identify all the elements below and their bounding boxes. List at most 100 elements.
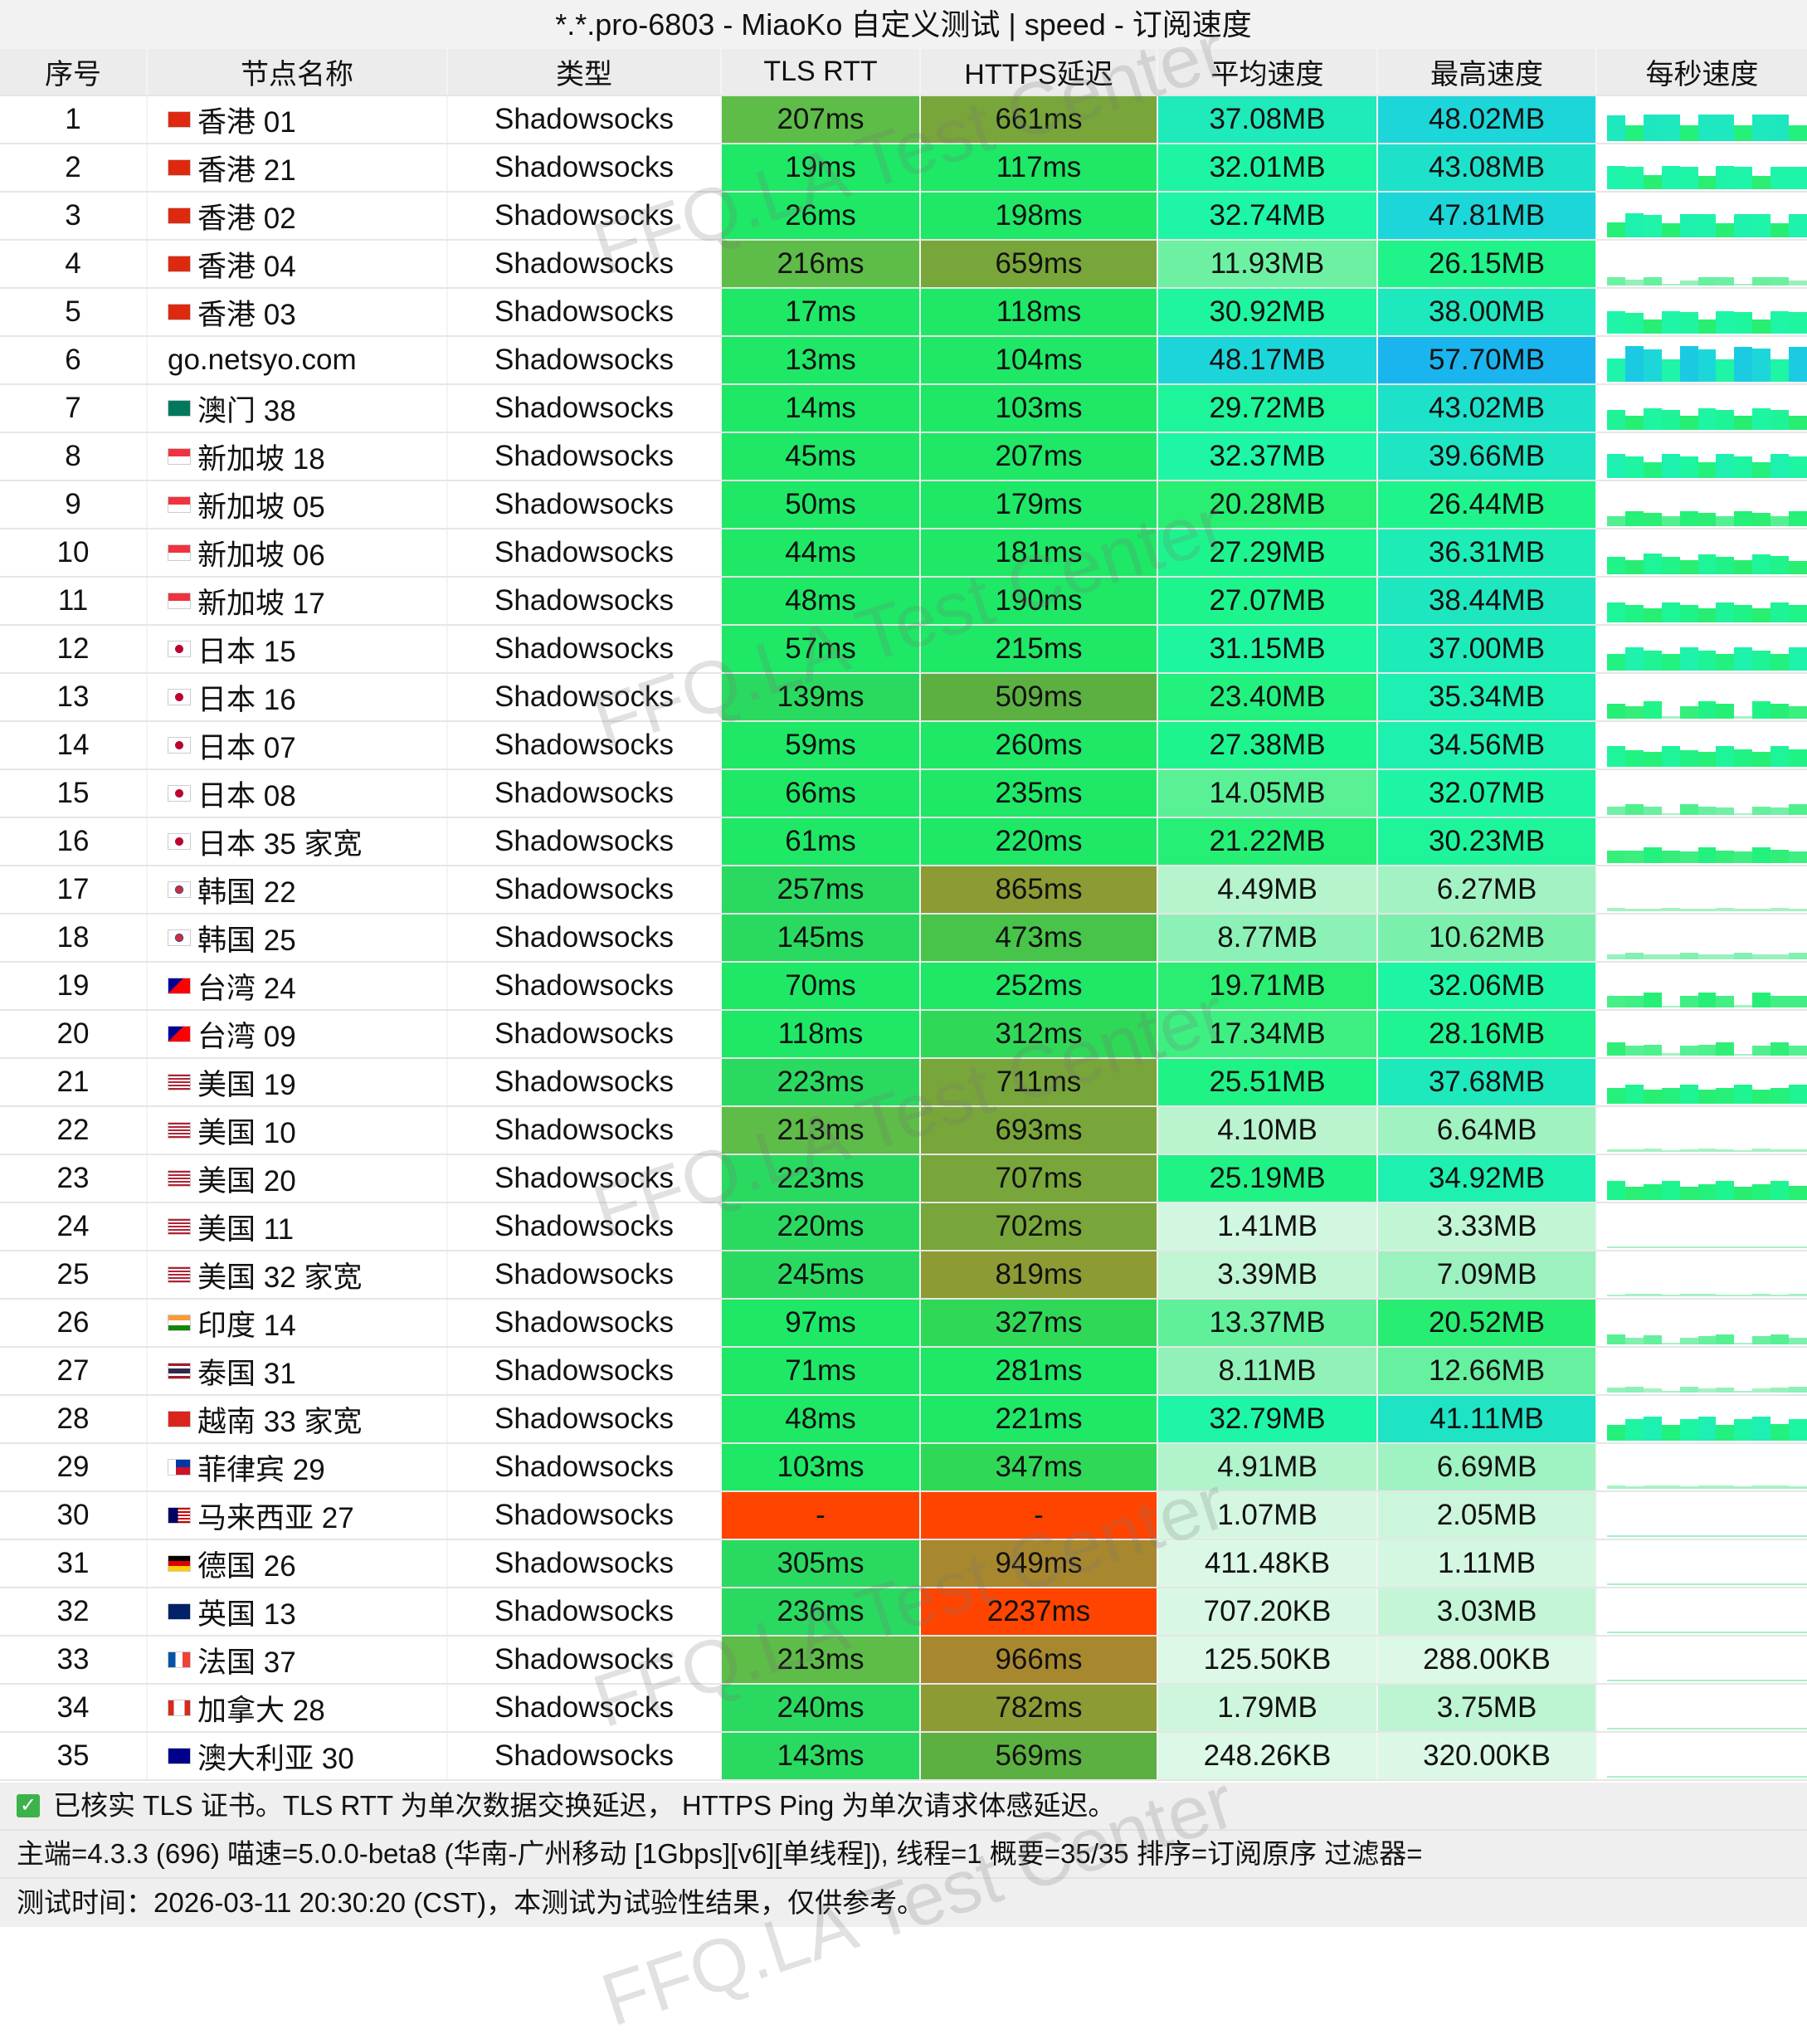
node-name-label: go.netsyo.com	[168, 344, 357, 376]
speed-bar	[1789, 1728, 1807, 1729]
table-row[interactable]: 18 韩国 25 Shadowsocks 145ms 473ms 8.77MB …	[0, 915, 1807, 963]
speed-bar	[1624, 1337, 1644, 1344]
tls-rtt: 26ms	[722, 193, 921, 239]
table-row[interactable]: 1 香港 01 Shadowsocks 207ms 661ms 37.08MB …	[0, 96, 1807, 144]
speed-bar	[1734, 1186, 1753, 1200]
table-row[interactable]: 8 新加坡 18 Shadowsocks 45ms 207ms 32.37MB …	[0, 433, 1807, 481]
per-second-speed-sparkline	[1597, 1540, 1807, 1587]
speed-bar	[1643, 214, 1662, 237]
speed-bar	[1770, 954, 1790, 959]
node-name-label: 韩国 22	[197, 876, 296, 909]
table-row[interactable]: 34 加拿大 28 Shadowsocks 240ms 782ms 1.79MB…	[0, 1685, 1807, 1733]
table-row[interactable]: 6 go.netsyo.com Shadowsocks 13ms 104ms 4…	[0, 337, 1807, 385]
col-header-max-speed[interactable]: 最高速度	[1378, 49, 1597, 95]
avg-speed: 30.92MB	[1158, 289, 1378, 335]
table-row[interactable]: 30 马来西亚 27 Shadowsocks - - 1.07MB 2.05MB	[0, 1492, 1807, 1540]
speed-bar	[1734, 604, 1753, 622]
per-second-speed-sparkline	[1597, 866, 1807, 913]
table-row[interactable]: 17 韩国 22 Shadowsocks 257ms 865ms 4.49MB …	[0, 866, 1807, 915]
table-row[interactable]: 3 香港 02 Shadowsocks 26ms 198ms 32.74MB 4…	[0, 193, 1807, 241]
table-row[interactable]: 19 台湾 24 Shadowsocks 70ms 252ms 19.71MB …	[0, 963, 1807, 1011]
table-row[interactable]: 31 德国 26 Shadowsocks 305ms 949ms 411.48K…	[0, 1540, 1807, 1588]
table-row[interactable]: 28 越南 33 家宽 Shadowsocks 48ms 221ms 32.79…	[0, 1396, 1807, 1444]
table-row[interactable]: 24 美国 11 Shadowsocks 220ms 702ms 1.41MB …	[0, 1203, 1807, 1251]
node-name-label: 日本 07	[197, 731, 296, 764]
table-row[interactable]: 33 法国 37 Shadowsocks 213ms 966ms 125.50K…	[0, 1637, 1807, 1685]
table-row[interactable]: 4 香港 04 Shadowsocks 216ms 659ms 11.93MB …	[0, 241, 1807, 289]
table-row[interactable]: 21 美国 19 Shadowsocks 223ms 711ms 25.51MB…	[0, 1059, 1807, 1107]
speed-bar	[1752, 1535, 1771, 1537]
table-row[interactable]: 32 英国 13 Shadowsocks 236ms 2237ms 707.20…	[0, 1588, 1807, 1637]
speed-bar	[1679, 851, 1698, 863]
table-row[interactable]: 5 香港 03 Shadowsocks 17ms 118ms 30.92MB 3…	[0, 289, 1807, 337]
row-index: 11	[0, 578, 148, 624]
speed-bar	[1661, 1728, 1680, 1729]
table-row[interactable]: 23 美国 20 Shadowsocks 223ms 707ms 25.19MB…	[0, 1155, 1807, 1203]
table-row[interactable]: 2 香港 21 Shadowsocks 19ms 117ms 32.01MB 4…	[0, 144, 1807, 193]
speed-bar	[1789, 1084, 1807, 1104]
flag-my-icon	[168, 1507, 191, 1524]
speed-bar	[1752, 1089, 1771, 1104]
node-name-label: 香港 04	[197, 250, 296, 283]
table-row[interactable]: 10 新加坡 06 Shadowsocks 44ms 181ms 27.29MB…	[0, 529, 1807, 578]
table-row[interactable]: 25 美国 32 家宽 Shadowsocks 245ms 819ms 3.39…	[0, 1251, 1807, 1300]
flag-ph-icon	[168, 1459, 191, 1476]
node-type: Shadowsocks	[448, 385, 722, 432]
speed-bar	[1679, 1535, 1698, 1537]
table-row[interactable]: 11 新加坡 17 Shadowsocks 48ms 190ms 27.07MB…	[0, 578, 1807, 626]
node-name-label: 菲律宾 29	[197, 1453, 325, 1486]
table-row[interactable]: 14 日本 07 Shadowsocks 59ms 260ms 27.38MB …	[0, 722, 1807, 770]
per-second-speed-sparkline	[1597, 1637, 1807, 1683]
col-header-avg-speed[interactable]: 平均速度	[1158, 49, 1378, 95]
node-name: 法国 37	[148, 1637, 448, 1683]
table-row[interactable]: 22 美国 10 Shadowsocks 213ms 693ms 4.10MB …	[0, 1107, 1807, 1155]
speed-bar	[1643, 1388, 1662, 1393]
flag-us-icon	[168, 1074, 191, 1090]
speed-bar	[1789, 1386, 1807, 1393]
node-name: 香港 02	[148, 193, 448, 239]
table-row[interactable]: 16 日本 35 家宽 Shadowsocks 61ms 220ms 21.22…	[0, 818, 1807, 866]
table-row[interactable]: 20 台湾 09 Shadowsocks 118ms 312ms 17.34MB…	[0, 1011, 1807, 1059]
avg-speed: 32.79MB	[1158, 1396, 1378, 1442]
node-name-label: 香港 21	[197, 154, 296, 187]
flag-hk-icon	[168, 207, 191, 224]
speed-bar	[1734, 125, 1753, 141]
table-row[interactable]: 15 日本 08 Shadowsocks 66ms 235ms 14.05MB …	[0, 770, 1807, 818]
flag-us-icon	[168, 1122, 191, 1139]
col-header-per-second-speed[interactable]: 每秒速度	[1645, 59, 1759, 90]
node-type: Shadowsocks	[448, 144, 722, 191]
speed-bar	[1624, 908, 1644, 911]
tls-rtt: 240ms	[722, 1685, 921, 1731]
col-header-index[interactable]: 序号	[0, 49, 148, 95]
table-row[interactable]: 26 印度 14 Shadowsocks 97ms 327ms 13.37MB …	[0, 1300, 1807, 1348]
speed-bar	[1770, 602, 1790, 622]
col-header-name[interactable]: 节点名称	[148, 49, 448, 95]
table-row[interactable]: 27 泰国 31 Shadowsocks 71ms 281ms 8.11MB 1…	[0, 1348, 1807, 1396]
row-index: 33	[0, 1637, 148, 1683]
speed-bar	[1697, 1416, 1717, 1441]
col-header-type[interactable]: 类型	[448, 49, 722, 95]
footer-line-2: 主端=4.3.3 (696) 喵速=5.0.0-beta8 (华南-广州移动 […	[0, 1831, 1807, 1879]
table-row[interactable]: 12 日本 15 Shadowsocks 57ms 215ms 31.15MB …	[0, 626, 1807, 674]
node-name: 加拿大 28	[148, 1685, 448, 1731]
per-second-speed-sparkline	[1597, 1444, 1807, 1490]
table-row[interactable]: 35 澳大利亚 30 Shadowsocks 143ms 569ms 248.2…	[0, 1733, 1807, 1781]
speed-bar	[1770, 1181, 1790, 1200]
speed-bar	[1770, 1424, 1790, 1441]
table-row[interactable]: 7 澳门 38 Shadowsocks 14ms 103ms 29.72MB 4…	[0, 385, 1807, 433]
speed-bar	[1734, 716, 1753, 719]
row-index: 4	[0, 241, 148, 287]
avg-speed: 29.72MB	[1158, 385, 1378, 432]
https-latency: 312ms	[921, 1011, 1158, 1057]
row-index: 18	[0, 915, 148, 961]
speed-bar	[1679, 560, 1698, 574]
col-header-https-latency[interactable]: HTTPS延迟	[921, 49, 1158, 95]
table-row[interactable]: 13 日本 16 Shadowsocks 139ms 509ms 23.40MB…	[0, 674, 1807, 722]
table-row[interactable]: 9 新加坡 05 Shadowsocks 50ms 179ms 20.28MB …	[0, 481, 1807, 529]
speed-bar	[1716, 1088, 1735, 1104]
node-name: 香港 01	[148, 96, 448, 143]
table-row[interactable]: 29 菲律宾 29 Shadowsocks 103ms 347ms 4.91MB…	[0, 1444, 1807, 1492]
row-index: 21	[0, 1059, 148, 1105]
speed-bar	[1752, 846, 1771, 863]
col-header-tls-rtt[interactable]: TLS RTT	[722, 49, 921, 95]
